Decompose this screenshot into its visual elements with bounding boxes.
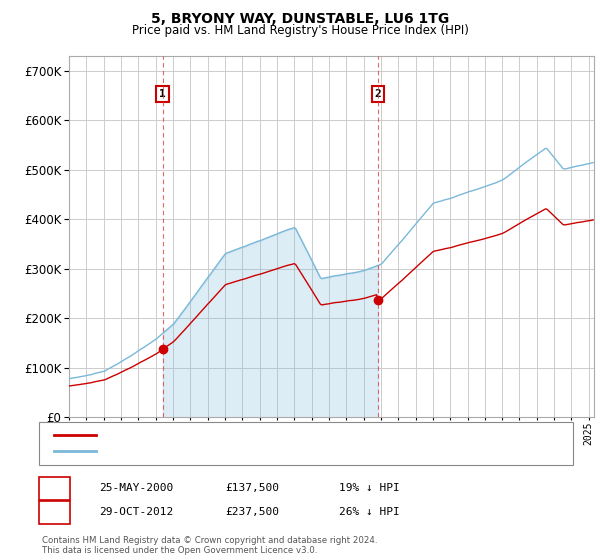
Text: £237,500: £237,500 [225, 507, 279, 517]
Text: 19% ↓ HPI: 19% ↓ HPI [339, 483, 400, 493]
Text: 26% ↓ HPI: 26% ↓ HPI [339, 507, 400, 517]
Text: 2: 2 [51, 507, 58, 517]
Text: 5, BRYONY WAY, DUNSTABLE, LU6 1TG: 5, BRYONY WAY, DUNSTABLE, LU6 1TG [151, 12, 449, 26]
Text: 29-OCT-2012: 29-OCT-2012 [99, 507, 173, 517]
Text: 1: 1 [159, 89, 166, 99]
Text: 5, BRYONY WAY, DUNSTABLE, LU6 1TG (detached house): 5, BRYONY WAY, DUNSTABLE, LU6 1TG (detac… [102, 430, 396, 440]
Text: 25-MAY-2000: 25-MAY-2000 [99, 483, 173, 493]
Text: HPI: Average price, detached house, Central Bedfordshire: HPI: Average price, detached house, Cent… [102, 446, 403, 456]
Text: 2: 2 [374, 89, 382, 99]
Text: Price paid vs. HM Land Registry's House Price Index (HPI): Price paid vs. HM Land Registry's House … [131, 24, 469, 36]
Text: Contains HM Land Registry data © Crown copyright and database right 2024.
This d: Contains HM Land Registry data © Crown c… [42, 536, 377, 556]
Text: 1: 1 [51, 483, 58, 493]
Text: £137,500: £137,500 [225, 483, 279, 493]
